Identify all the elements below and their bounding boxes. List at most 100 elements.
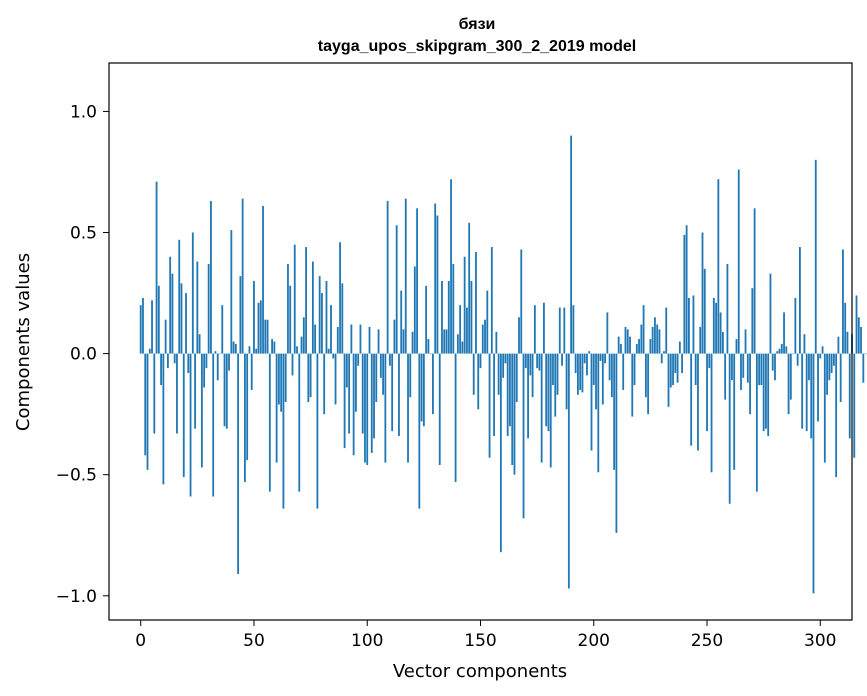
bar-119 <box>409 353 412 398</box>
bar-214 <box>624 326 627 354</box>
bar-224 <box>647 353 650 415</box>
bar-249 <box>703 268 706 354</box>
bar-153 <box>486 290 489 354</box>
bar-303 <box>826 353 828 395</box>
bar-237 <box>676 353 679 383</box>
bar-140 <box>456 334 459 354</box>
bar-294 <box>805 353 808 432</box>
x-tick-label: 50 <box>243 631 265 651</box>
bar-274 <box>760 353 763 386</box>
bar-196 <box>583 353 586 364</box>
bar-52 <box>257 302 260 354</box>
bar-114 <box>398 353 400 436</box>
bar-304 <box>828 353 831 381</box>
bar-56 <box>266 319 269 354</box>
bar-165 <box>513 353 516 475</box>
bar-22 <box>189 353 192 497</box>
bar-89 <box>341 283 344 354</box>
bar-100 <box>366 353 369 466</box>
bar-316 <box>855 295 858 354</box>
bar-268 <box>746 353 749 383</box>
bar-309 <box>839 353 842 403</box>
bar-174 <box>533 305 536 354</box>
bar-143 <box>463 256 466 354</box>
bar-192 <box>574 353 577 373</box>
bar-139 <box>454 353 457 482</box>
bar-74 <box>307 353 310 403</box>
bar-95 <box>355 353 357 412</box>
bar-191 <box>572 305 575 354</box>
bar-241 <box>685 225 688 354</box>
bar-235 <box>672 353 674 386</box>
x-ticks-group: 0 50 100 150 200 250 300 <box>135 620 837 651</box>
bar-26 <box>198 334 201 354</box>
bar-69 <box>296 346 298 354</box>
bar-16 <box>176 353 178 434</box>
bar-204 <box>601 353 604 405</box>
bar-264 <box>737 169 740 354</box>
bar-88 <box>339 242 341 354</box>
bar-216 <box>629 336 631 354</box>
bar-57 <box>268 353 271 492</box>
bar-262 <box>733 353 736 470</box>
bar-102 <box>370 353 373 453</box>
bar-188 <box>565 353 568 410</box>
bar-200 <box>592 353 595 386</box>
bar-164 <box>511 353 514 466</box>
bar-283 <box>780 343 783 354</box>
bar-58 <box>271 339 273 354</box>
bar-180 <box>547 353 550 432</box>
bar-63 <box>282 353 285 509</box>
bar-10 <box>162 353 165 485</box>
bar-145 <box>468 222 471 354</box>
bar-285 <box>785 346 788 354</box>
bar-54 <box>262 205 264 354</box>
bar-128 <box>429 353 432 355</box>
bar-271 <box>753 208 756 354</box>
bar-207 <box>608 353 611 381</box>
x-tick-label: 150 <box>464 631 496 651</box>
bar-149 <box>477 353 480 410</box>
bars-group <box>139 135 867 594</box>
bar-301 <box>821 346 824 354</box>
y-tick-label: 0.5 <box>70 224 97 244</box>
bar-7 <box>155 181 158 354</box>
bar-184 <box>556 353 559 395</box>
bar-296 <box>810 353 813 439</box>
bar-40 <box>230 230 233 354</box>
bar-220 <box>638 339 640 354</box>
bar-286 <box>787 353 790 415</box>
bar-247 <box>699 326 702 354</box>
y-tick-label: −0.5 <box>56 466 97 486</box>
bar-81 <box>323 353 326 415</box>
bar-13 <box>169 256 172 354</box>
bar-242 <box>688 297 690 354</box>
bar-99 <box>364 353 366 463</box>
bar-94 <box>352 353 355 456</box>
bar-135 <box>445 329 448 354</box>
bar-31 <box>210 201 212 354</box>
bar-27 <box>200 353 203 468</box>
bar-238 <box>678 341 681 354</box>
bar-96 <box>357 353 360 366</box>
bar-39 <box>228 353 230 371</box>
bar-130 <box>434 203 437 354</box>
bar-71 <box>300 336 303 354</box>
bar-199 <box>590 353 593 451</box>
bar-276 <box>765 353 767 429</box>
x-tick-label: 200 <box>578 631 610 651</box>
bar-318 <box>860 326 862 354</box>
bar-297 <box>812 353 815 594</box>
bar-205 <box>604 353 606 364</box>
y-tick-label: −1.0 <box>56 587 97 607</box>
bar-122 <box>416 208 418 354</box>
bar-244 <box>692 295 695 354</box>
bar-211 <box>617 336 620 354</box>
bar-70 <box>298 353 301 492</box>
bar-75 <box>309 353 312 398</box>
bar-260 <box>728 353 731 504</box>
bar-193 <box>577 353 579 395</box>
bar-49 <box>250 353 253 390</box>
bar-126 <box>425 285 428 354</box>
bar-253 <box>712 297 715 354</box>
